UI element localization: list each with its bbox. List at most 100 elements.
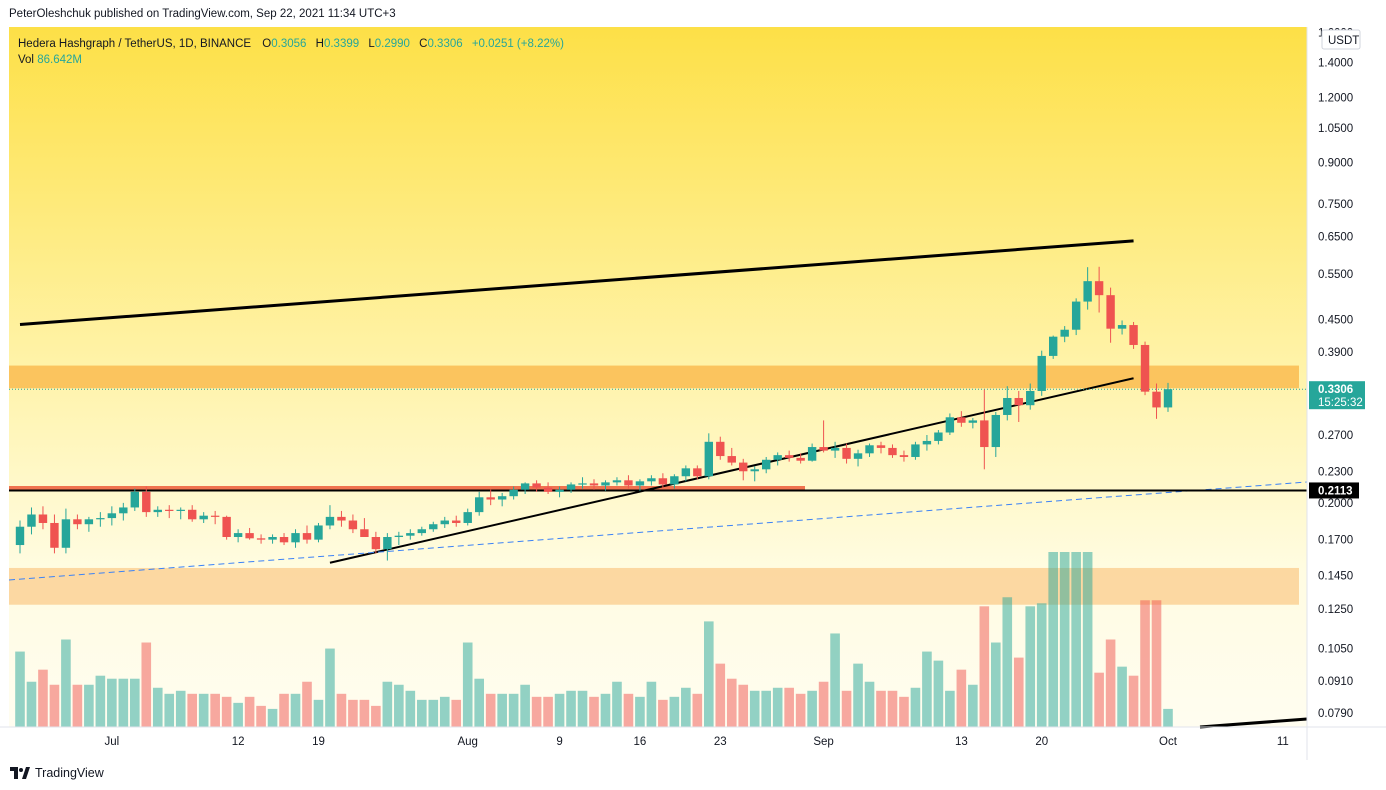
volume-bar [256,705,266,727]
candle-body [73,519,82,525]
volume-bar [726,678,737,727]
time-tick-label: 9 [556,736,562,748]
volume-bar [130,678,140,727]
candle-body [1140,344,1150,392]
candle-body [1071,301,1081,330]
low-label: L [368,38,375,50]
countdown-label: 15:25:32 [1318,397,1363,409]
candle-body [394,535,404,538]
current-price-badge [1309,381,1365,410]
volume-bar [853,663,863,727]
candle-body [1117,325,1127,329]
price-tick-label: 0.0910 [1318,676,1353,688]
candle-body [27,514,36,527]
candle-body [291,533,300,543]
volume-bar [95,675,106,727]
volume-bar [956,669,967,727]
candle-body [406,533,415,536]
candle-body [348,520,358,530]
candle-body [750,469,759,472]
price-tick-label: 1.4000 [1318,58,1353,70]
candle-body [1106,295,1115,329]
candle-body [360,529,369,538]
volume-bar [830,633,840,727]
volume-bar [164,693,175,727]
volume-bar [991,642,1001,727]
candle-body [1014,397,1023,406]
symbol-legend: Hedera Hashgraph / TetherUS, 1D, BINANCE… [18,36,570,68]
candle-body [624,480,633,486]
volume-bar [439,696,450,727]
volume-bar [290,693,301,727]
red-level-zone [9,486,805,492]
candle-body [727,456,736,463]
volume-bar [589,696,599,727]
volume-bar [187,693,197,727]
volume-bar [623,693,634,727]
price-tick-label: 0.1250 [1318,604,1353,616]
volume-bar [543,696,553,727]
volume-bar [210,693,220,727]
candle-body [693,468,702,477]
chart-area[interactable]: 1.60001.40001.20001.05000.90000.75000.65… [0,27,1386,760]
volume-bar [175,690,186,727]
price-tick-label: 0.9000 [1318,158,1353,170]
candle-body [796,457,805,461]
volume-bar [336,693,347,727]
price-tick-label: 0.1700 [1318,535,1353,547]
candle-body [371,537,381,550]
symbol-title: Hedera Hashgraph / TetherUS, 1D, BINANCE [18,38,252,50]
volume-bar [474,678,484,727]
candle-body [119,507,128,514]
time-tick-label: 12 [232,736,245,748]
candle-body [853,453,863,459]
high-value: 0.3399 [323,38,360,50]
time-tick-label: 11 [1277,736,1289,748]
volume-bar [1151,600,1162,727]
volume-bar [348,699,358,727]
price-tick-label: 1.2000 [1318,93,1353,105]
time-tick-label: 20 [1035,736,1048,748]
candle-body [819,447,828,451]
resistance-zone [9,365,1299,389]
candle-body [922,440,932,445]
time-tick-label: Jul [104,736,119,748]
candle-body [1129,325,1138,345]
candle-body [658,478,668,485]
candle-body [429,524,438,530]
volume-bar [394,684,404,727]
candle-body [830,447,840,451]
candlestick-chart[interactable]: 1.60001.40001.20001.05000.90000.75000.65… [0,27,1386,760]
volume-bar [84,684,94,727]
candle-body [486,497,495,500]
volume-bar [1002,597,1013,727]
volume-bar [118,678,129,727]
candle-body [773,455,782,460]
support-trendline [329,377,1134,564]
volume-bar [554,693,565,727]
volume-bar [107,678,117,727]
candle-body [991,414,1000,448]
volume-bar [141,642,152,727]
volume-bar [933,660,944,727]
time-tick-label: 23 [714,736,727,748]
candle-body [762,459,771,470]
tradingview-footer[interactable]: TradingView [10,766,104,780]
volume-bar [198,693,209,727]
candle-body [716,441,725,457]
candle-body [463,512,472,523]
volume-bar [704,621,714,727]
volume-bar [761,690,771,727]
candle-body [440,520,449,525]
volume-bar [577,690,588,727]
volume-bar [979,606,990,727]
candle-body [314,525,323,540]
volume-bar [233,702,243,727]
tradingview-brand: TradingView [35,766,104,780]
candle-body [681,468,691,477]
volume-bar [635,696,645,727]
candle-body [1163,389,1173,408]
candle-body [1049,336,1058,356]
volume-bar [807,690,817,727]
candle-body [1026,390,1035,406]
